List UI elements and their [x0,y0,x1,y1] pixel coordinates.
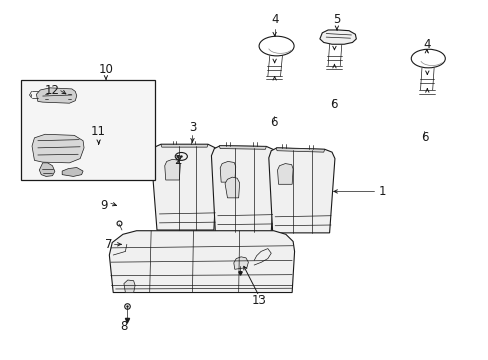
Text: 6: 6 [270,116,277,129]
Polygon shape [164,159,180,180]
Polygon shape [211,146,276,232]
Text: 4: 4 [270,13,278,27]
Polygon shape [219,146,266,149]
Polygon shape [268,148,334,233]
Polygon shape [32,134,84,163]
Text: 9: 9 [100,198,107,212]
Polygon shape [224,177,239,198]
Polygon shape [276,148,324,152]
Polygon shape [161,144,207,147]
Text: 12: 12 [44,84,60,97]
Text: 6: 6 [420,131,427,144]
Text: 1: 1 [377,185,385,198]
Polygon shape [277,163,292,184]
Polygon shape [109,231,294,293]
Polygon shape [151,144,217,230]
Polygon shape [36,88,77,103]
Polygon shape [233,257,248,269]
Bar [21,80,154,180]
Text: 11: 11 [91,125,106,138]
Text: 3: 3 [188,121,196,134]
Text: 4: 4 [422,38,430,51]
Polygon shape [123,280,135,293]
Text: 10: 10 [98,63,113,76]
Polygon shape [62,167,83,176]
Text: 6: 6 [329,99,337,112]
Polygon shape [319,30,356,44]
Text: 13: 13 [251,294,266,307]
Polygon shape [39,163,55,176]
Text: 8: 8 [121,320,128,333]
Polygon shape [220,161,235,182]
Text: 7: 7 [104,238,112,251]
Text: 2: 2 [174,154,181,167]
Text: 5: 5 [332,13,340,27]
